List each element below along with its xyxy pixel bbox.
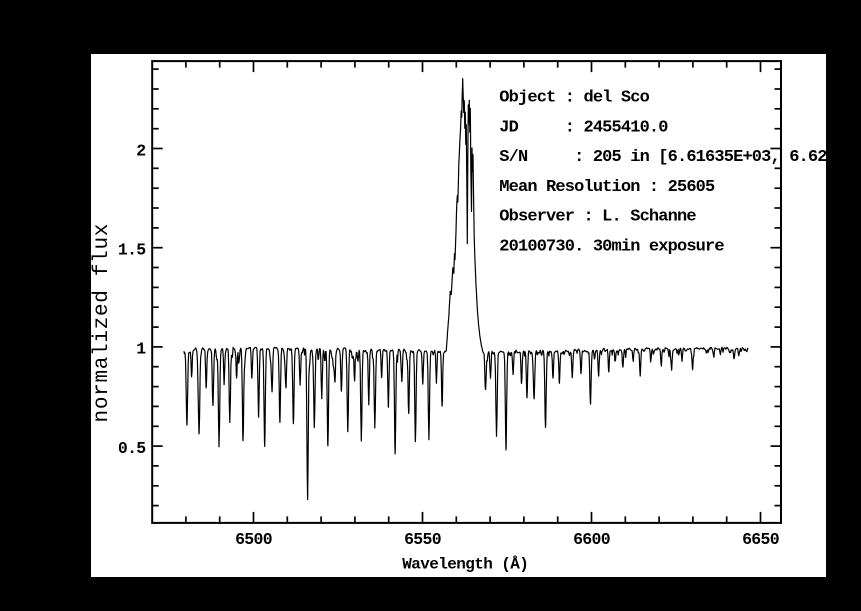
svg-text:Observer : L. Schanne: Observer : L. Schanne	[499, 208, 696, 227]
svg-text:20100730. 30min exposure: 20100730. 30min exposure	[499, 238, 724, 257]
svg-text:0.5: 0.5	[118, 439, 146, 458]
svg-text:6500: 6500	[235, 530, 272, 549]
svg-text:Mean Resolution : 25605: Mean Resolution : 25605	[499, 178, 715, 197]
svg-text:1.5: 1.5	[118, 241, 146, 260]
svg-text:1: 1	[136, 340, 146, 359]
svg-text:6550: 6550	[404, 530, 441, 549]
svg-text:6600: 6600	[573, 530, 610, 549]
svg-text:S/N : 205 in [6.61635E+03,: S/N : 205 in [6.61635E+03, 6.62	[499, 148, 827, 167]
svg-text:2: 2	[136, 141, 145, 160]
svg-text:Wavelength (Å): Wavelength (Å)	[402, 555, 528, 574]
svg-text:6650: 6650	[742, 530, 779, 549]
svg-text:normalized flux: normalized flux	[91, 223, 114, 423]
svg-text:JD : 2455410.0: JD : 2455410.0	[499, 119, 668, 138]
svg-text:Object : del Sco: Object : del Sco	[499, 89, 649, 108]
